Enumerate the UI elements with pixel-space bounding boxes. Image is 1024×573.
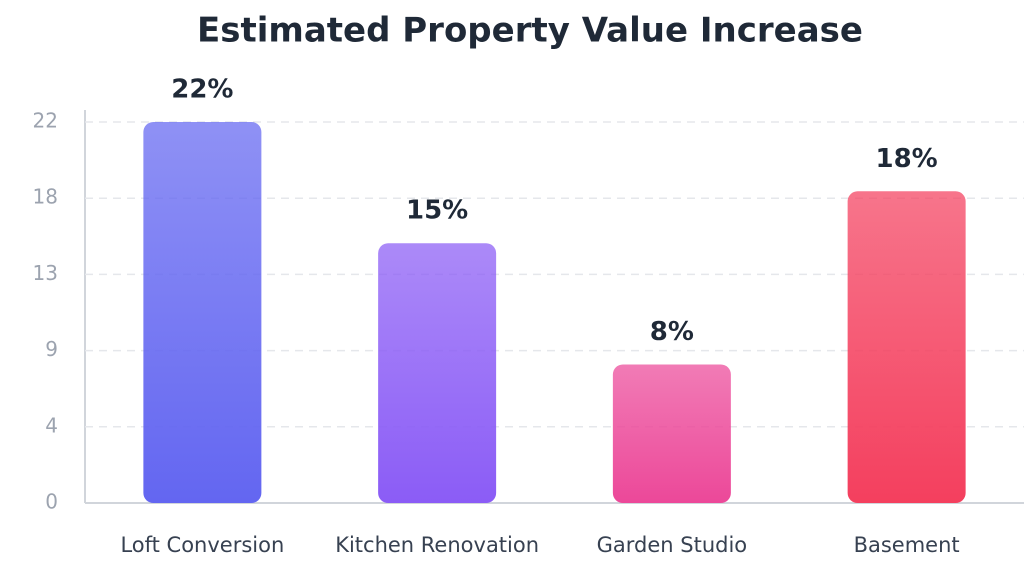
chart-title: Estimated Property Value Increase [197,11,863,51]
y-tick-label: 9 [45,337,58,361]
y-tick-label: 4 [45,413,58,437]
bar [847,191,966,504]
value-label: 8% [650,317,694,347]
x-tick-label: Kitchen Renovation [335,533,540,557]
bar [143,122,262,503]
y-tick-label: 13 [33,261,58,285]
bar [612,364,731,503]
value-label: 18% [876,144,938,174]
bar [378,243,497,503]
value-label: 22% [171,75,233,105]
y-tick-label: 18 [33,185,58,209]
x-tick-label: Garden Studio [596,533,748,557]
x-tick-label: Loft Conversion [120,533,285,557]
y-tick-label: 22 [33,109,58,133]
value-label: 15% [406,196,468,226]
y-tick-label: 0 [45,490,58,514]
x-tick-label: Basement [853,533,960,557]
